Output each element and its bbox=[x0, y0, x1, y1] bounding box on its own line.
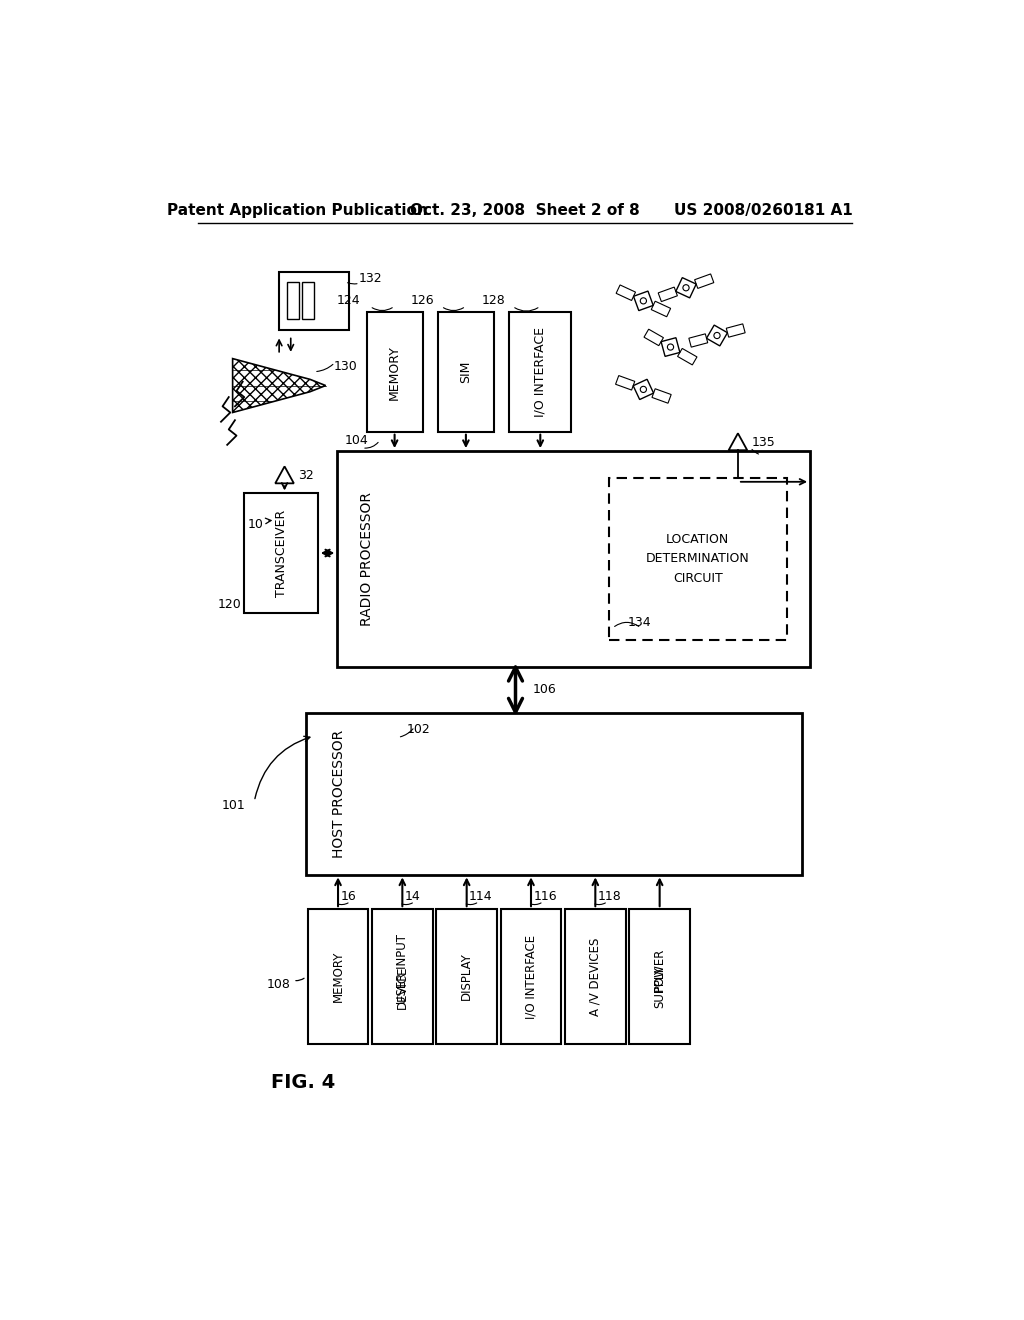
Text: DISPLAY: DISPLAY bbox=[460, 953, 473, 1001]
Text: 132: 132 bbox=[358, 272, 382, 285]
Bar bbox=[509, 313, 571, 432]
Text: 116: 116 bbox=[534, 890, 557, 903]
Bar bbox=[608, 478, 786, 640]
Text: LOCATION: LOCATION bbox=[666, 533, 729, 546]
Text: 128: 128 bbox=[481, 293, 506, 306]
Bar bbox=[308, 909, 369, 1044]
Text: 32: 32 bbox=[299, 469, 314, 482]
Text: HOST PROCESSOR: HOST PROCESSOR bbox=[332, 730, 346, 858]
Text: 126: 126 bbox=[411, 293, 434, 306]
Text: USER INPUT: USER INPUT bbox=[396, 933, 409, 1003]
Text: RADIO PROCESSOR: RADIO PROCESSOR bbox=[359, 492, 374, 626]
Bar bbox=[436, 909, 497, 1044]
Text: 108: 108 bbox=[267, 978, 291, 991]
Text: DETERMINATION: DETERMINATION bbox=[646, 552, 750, 565]
Text: TRANSCEIVER: TRANSCEIVER bbox=[274, 510, 288, 597]
Text: 106: 106 bbox=[532, 684, 556, 696]
Text: 134: 134 bbox=[628, 616, 651, 630]
Text: 118: 118 bbox=[598, 890, 622, 903]
Text: I/O INTERFACE: I/O INTERFACE bbox=[534, 327, 547, 417]
Bar bbox=[337, 451, 810, 667]
Text: 124: 124 bbox=[337, 293, 360, 306]
Text: SIM: SIM bbox=[460, 360, 472, 383]
Text: Oct. 23, 2008  Sheet 2 of 8: Oct. 23, 2008 Sheet 2 of 8 bbox=[410, 203, 640, 218]
Text: FIG. 4: FIG. 4 bbox=[271, 1073, 336, 1092]
Text: CIRCUIT: CIRCUIT bbox=[673, 572, 723, 585]
Text: MEMORY: MEMORY bbox=[388, 345, 401, 400]
Bar bbox=[302, 281, 314, 318]
Text: 104: 104 bbox=[345, 434, 369, 446]
Text: I/O INTERFACE: I/O INTERFACE bbox=[524, 935, 538, 1019]
Text: A /V DEVICES: A /V DEVICES bbox=[589, 937, 602, 1015]
Text: MEMORY: MEMORY bbox=[332, 950, 344, 1002]
Text: POWER: POWER bbox=[653, 948, 667, 990]
Text: 102: 102 bbox=[407, 723, 431, 737]
Bar bbox=[245, 494, 317, 612]
Bar bbox=[367, 313, 423, 432]
Text: 16: 16 bbox=[340, 890, 356, 903]
Bar bbox=[372, 909, 432, 1044]
Bar bbox=[306, 713, 802, 875]
Bar bbox=[630, 909, 690, 1044]
Text: 130: 130 bbox=[334, 360, 357, 372]
Bar bbox=[501, 909, 561, 1044]
Text: 101: 101 bbox=[222, 799, 246, 812]
Text: 120: 120 bbox=[217, 598, 241, 611]
Text: DEVICE: DEVICE bbox=[396, 965, 409, 1008]
Bar bbox=[438, 313, 494, 432]
Text: US 2008/0260181 A1: US 2008/0260181 A1 bbox=[674, 203, 853, 218]
Text: SUPPLY: SUPPLY bbox=[653, 966, 667, 1008]
Text: 14: 14 bbox=[404, 890, 421, 903]
Text: 135: 135 bbox=[752, 436, 775, 449]
Bar bbox=[287, 281, 299, 318]
Text: 114: 114 bbox=[469, 890, 493, 903]
Text: 10: 10 bbox=[248, 517, 263, 531]
Text: Patent Application Publication: Patent Application Publication bbox=[167, 203, 427, 218]
Bar bbox=[565, 909, 626, 1044]
Bar bbox=[280, 272, 349, 330]
